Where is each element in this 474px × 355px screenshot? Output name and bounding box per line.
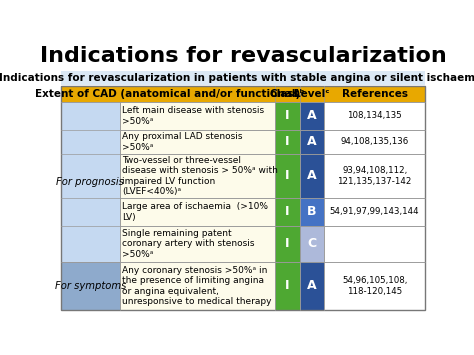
FancyBboxPatch shape — [275, 154, 300, 198]
FancyBboxPatch shape — [300, 102, 324, 130]
Text: Large area of ischaemia  (>10%
LV): Large area of ischaemia (>10% LV) — [122, 202, 268, 222]
Text: 94,108,135,136: 94,108,135,136 — [340, 137, 409, 146]
Text: 108,134,135: 108,134,135 — [347, 111, 402, 120]
FancyBboxPatch shape — [275, 226, 300, 262]
FancyBboxPatch shape — [300, 262, 324, 310]
FancyBboxPatch shape — [275, 130, 300, 154]
Text: Any proximal LAD stenosis
>50%ᵃ: Any proximal LAD stenosis >50%ᵃ — [122, 132, 243, 152]
FancyBboxPatch shape — [275, 102, 300, 130]
FancyBboxPatch shape — [120, 226, 275, 262]
Text: B: B — [307, 205, 317, 218]
FancyBboxPatch shape — [275, 198, 300, 226]
FancyBboxPatch shape — [61, 71, 425, 85]
Text: Single remaining patent
coronary artery with stenosis
>50%ᵃ: Single remaining patent coronary artery … — [122, 229, 255, 259]
Text: I: I — [285, 169, 289, 182]
FancyBboxPatch shape — [300, 198, 324, 226]
Text: For symptoms: For symptoms — [55, 281, 126, 291]
FancyBboxPatch shape — [324, 198, 425, 226]
FancyBboxPatch shape — [324, 154, 425, 198]
Text: C: C — [307, 237, 317, 250]
Text: Extent of CAD (anatomical and/or functional): Extent of CAD (anatomical and/or functio… — [35, 89, 301, 99]
Text: I: I — [285, 205, 289, 218]
FancyBboxPatch shape — [300, 154, 324, 198]
Text: 54,96,105,108,
118-120,145: 54,96,105,108, 118-120,145 — [342, 276, 407, 295]
Text: For prognosis: For prognosis — [56, 177, 124, 187]
Text: Indications for revascularization: Indications for revascularization — [39, 46, 447, 66]
Text: A: A — [307, 135, 317, 148]
Text: Indications for revascularization in patients with stable angina or silent ischa: Indications for revascularization in pat… — [0, 73, 474, 83]
FancyBboxPatch shape — [61, 87, 425, 102]
Text: I: I — [285, 279, 289, 292]
FancyBboxPatch shape — [120, 130, 275, 154]
Text: A: A — [307, 109, 317, 122]
Text: Two-vessel or three-vessel
disease with stenosis > 50%ᵃ with
impaired LV functio: Two-vessel or three-vessel disease with … — [122, 156, 278, 196]
Text: Any coronary stenosis >50%ᵃ in
the presence of limiting angina
or angina equival: Any coronary stenosis >50%ᵃ in the prese… — [122, 266, 272, 306]
Text: 93,94,108,112,
121,135,137-142: 93,94,108,112, 121,135,137-142 — [337, 166, 412, 186]
FancyBboxPatch shape — [275, 262, 300, 310]
Text: A: A — [307, 169, 317, 182]
Text: A: A — [307, 279, 317, 292]
Text: I: I — [285, 135, 289, 148]
FancyBboxPatch shape — [61, 262, 120, 310]
FancyBboxPatch shape — [300, 130, 324, 154]
FancyBboxPatch shape — [120, 102, 275, 130]
FancyBboxPatch shape — [324, 226, 425, 262]
FancyBboxPatch shape — [120, 154, 275, 198]
Text: Levelᶜ: Levelᶜ — [294, 89, 329, 99]
Text: 54,91,97,99,143,144: 54,91,97,99,143,144 — [330, 207, 419, 216]
Text: I: I — [285, 237, 289, 250]
Text: Left main disease with stenosis
>50%ᵃ: Left main disease with stenosis >50%ᵃ — [122, 106, 264, 126]
Text: References: References — [342, 89, 408, 99]
FancyBboxPatch shape — [324, 102, 425, 130]
FancyBboxPatch shape — [61, 102, 120, 262]
FancyBboxPatch shape — [324, 262, 425, 310]
Text: Classᵇ: Classᵇ — [269, 89, 305, 99]
FancyBboxPatch shape — [120, 198, 275, 226]
FancyBboxPatch shape — [300, 226, 324, 262]
Text: I: I — [285, 109, 289, 122]
FancyBboxPatch shape — [120, 262, 275, 310]
FancyBboxPatch shape — [324, 130, 425, 154]
